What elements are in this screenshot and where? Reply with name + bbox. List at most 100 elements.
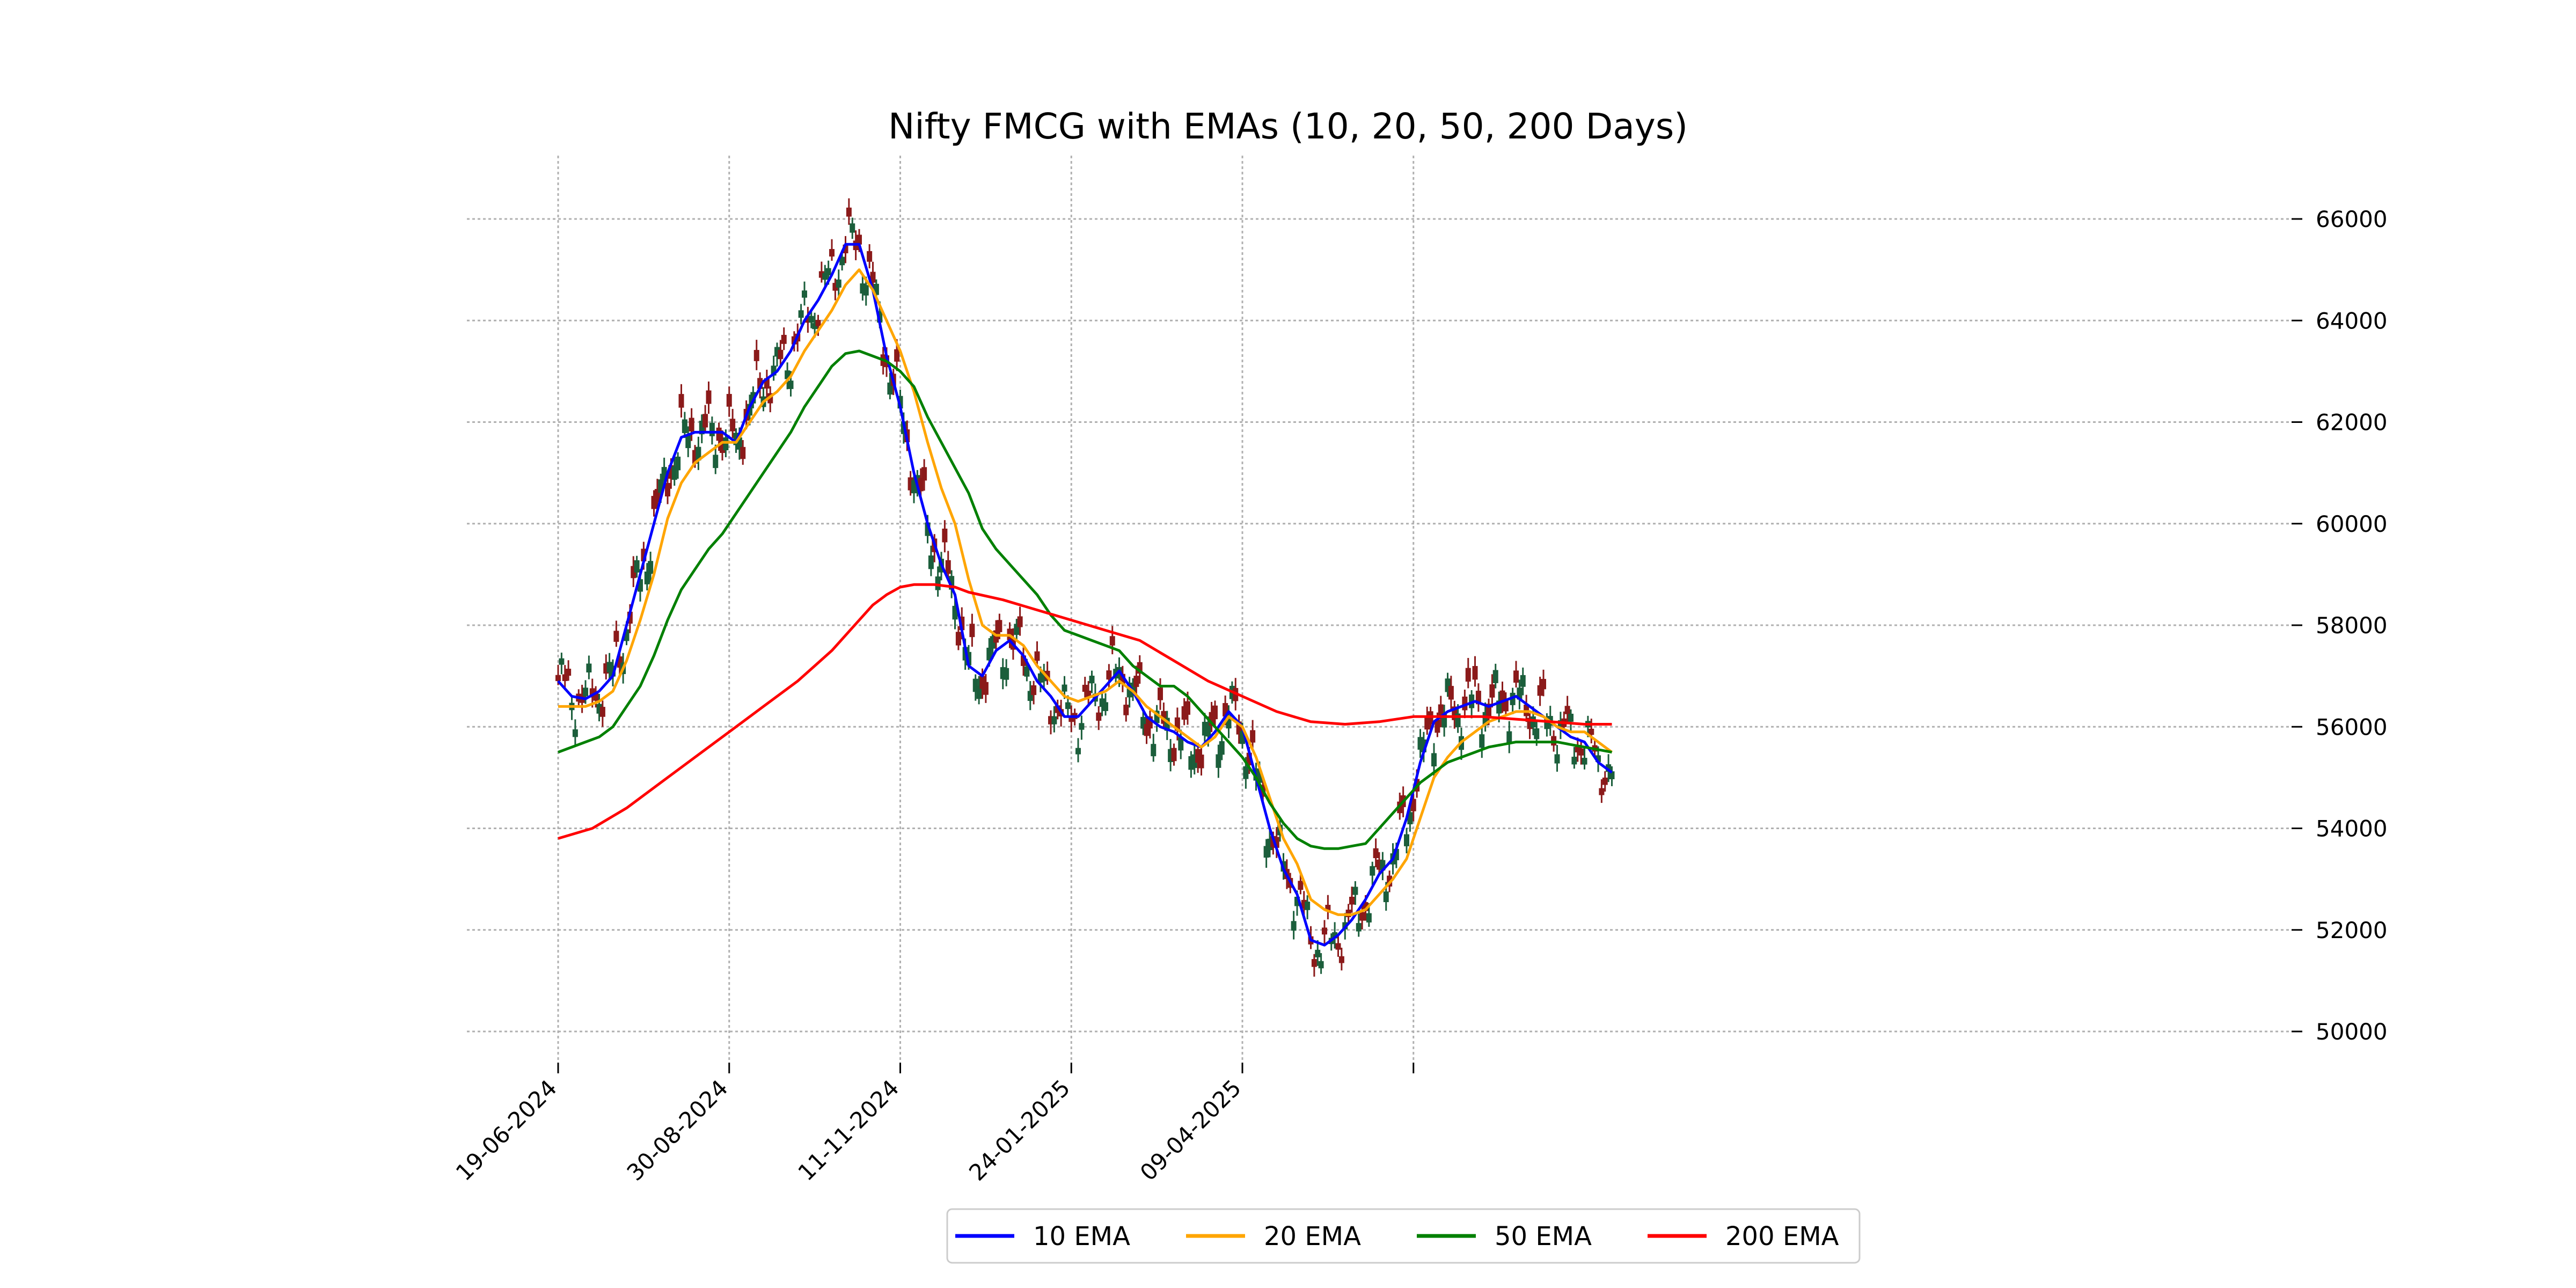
candle bbox=[1263, 839, 1269, 868]
candle bbox=[908, 471, 913, 496]
x-tick-label: 09-04-2025 bbox=[1135, 1074, 1246, 1185]
candle-body bbox=[1338, 956, 1344, 963]
candle bbox=[566, 660, 572, 681]
candle bbox=[1349, 887, 1355, 913]
candle bbox=[559, 653, 565, 675]
candle-body bbox=[1226, 715, 1232, 729]
candle bbox=[1079, 715, 1085, 740]
y-tick-label: 64000 bbox=[2316, 308, 2388, 334]
candle-body bbox=[949, 576, 955, 590]
candle bbox=[1441, 705, 1447, 737]
candle-body bbox=[1575, 745, 1580, 752]
candle-body bbox=[908, 477, 913, 491]
candle-body bbox=[689, 418, 694, 432]
candle-body bbox=[1267, 838, 1272, 851]
candle-body bbox=[596, 704, 602, 714]
candle-body bbox=[603, 663, 609, 674]
candle-body bbox=[1250, 730, 1256, 743]
candle bbox=[1048, 710, 1053, 735]
candle bbox=[1421, 731, 1426, 763]
candle-body bbox=[1161, 711, 1167, 724]
candle bbox=[1513, 661, 1519, 688]
candle-body bbox=[1557, 720, 1563, 729]
candle-body bbox=[839, 257, 845, 266]
candle-body bbox=[928, 555, 934, 569]
candle bbox=[1000, 658, 1006, 690]
candle bbox=[1195, 743, 1201, 773]
candle-body bbox=[720, 440, 725, 453]
candle-body bbox=[921, 467, 927, 481]
candle bbox=[798, 304, 804, 325]
candle bbox=[1031, 680, 1037, 705]
candle bbox=[1537, 676, 1543, 706]
candle-body bbox=[562, 674, 568, 682]
candle bbox=[685, 426, 691, 457]
candle-body bbox=[976, 685, 982, 699]
candle-body bbox=[785, 370, 791, 379]
candle bbox=[603, 654, 609, 680]
candle-body bbox=[1086, 690, 1092, 698]
candle-body bbox=[1318, 961, 1324, 969]
legend-label: 20 EMA bbox=[1264, 1221, 1361, 1252]
candle-body bbox=[753, 350, 759, 361]
candle-body bbox=[1475, 691, 1481, 705]
candle bbox=[648, 551, 654, 584]
candle bbox=[699, 414, 705, 443]
candle bbox=[1168, 739, 1174, 772]
candle-body bbox=[832, 283, 838, 291]
candle-body bbox=[1438, 704, 1444, 718]
candle-body bbox=[716, 427, 722, 441]
candle-body bbox=[1126, 686, 1132, 698]
candle bbox=[654, 479, 660, 509]
candle-body bbox=[661, 467, 667, 481]
candle-body bbox=[566, 669, 572, 676]
candle-body bbox=[1055, 705, 1060, 713]
candle-body bbox=[870, 272, 876, 283]
candle bbox=[1109, 626, 1115, 655]
candle-body bbox=[1332, 932, 1338, 939]
candle-body bbox=[699, 420, 705, 435]
candle bbox=[1051, 706, 1057, 733]
x-tick-label: 11-11-2024 bbox=[793, 1074, 904, 1185]
candle-body bbox=[1103, 702, 1108, 711]
candle-body bbox=[1119, 674, 1125, 684]
candle bbox=[1599, 779, 1605, 803]
candle-body bbox=[802, 290, 807, 298]
candle bbox=[1606, 754, 1612, 782]
candle-body bbox=[1359, 912, 1365, 921]
candle bbox=[599, 700, 605, 727]
candle-body bbox=[788, 380, 794, 389]
candle bbox=[887, 372, 893, 400]
candle-body bbox=[1130, 683, 1136, 694]
candle-body bbox=[1079, 723, 1085, 730]
candle-body bbox=[555, 675, 561, 682]
candle bbox=[771, 355, 777, 381]
candle-body bbox=[678, 394, 684, 408]
candle bbox=[1475, 683, 1481, 712]
ema-line-50-day bbox=[558, 349, 1612, 850]
candle-body bbox=[1181, 706, 1187, 720]
series-layer bbox=[557, 243, 1613, 947]
candle-body bbox=[1465, 668, 1471, 682]
candle bbox=[1527, 713, 1533, 740]
candle bbox=[572, 719, 578, 745]
candle bbox=[1103, 693, 1108, 716]
legend-entry: 200 EMA bbox=[1648, 1221, 1839, 1252]
candle bbox=[1410, 794, 1416, 822]
candle bbox=[1370, 861, 1375, 885]
candle-body bbox=[798, 310, 804, 318]
candle-body bbox=[969, 624, 975, 638]
candle-body bbox=[990, 636, 996, 649]
candle-body bbox=[1246, 752, 1252, 766]
candle bbox=[1178, 729, 1184, 759]
candle bbox=[1123, 697, 1129, 722]
candle-body bbox=[624, 629, 630, 641]
candle-body bbox=[979, 676, 985, 689]
candle-body bbox=[723, 437, 729, 451]
candle bbox=[1438, 696, 1444, 727]
candle-body bbox=[1256, 771, 1262, 783]
candle bbox=[1267, 829, 1272, 858]
candle bbox=[1431, 743, 1437, 776]
candle bbox=[706, 381, 712, 414]
candle-body bbox=[740, 447, 746, 459]
